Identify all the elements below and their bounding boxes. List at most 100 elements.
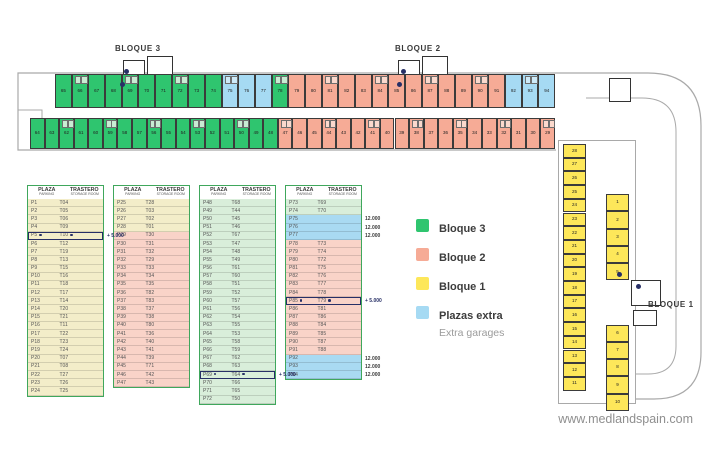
bullet-dot-icon — [242, 372, 245, 376]
plaza-cell: P61 — [203, 306, 212, 313]
parking-stall-39: 39 — [394, 118, 410, 149]
parking-stall-53: 53 — [190, 118, 205, 149]
stall-number: 30 — [530, 130, 536, 136]
plaza-cell: P37 — [117, 297, 126, 304]
header-title: PLAZA — [38, 186, 56, 193]
trastero-cell: T83 — [145, 297, 155, 304]
parking-stall-23: 23 — [563, 212, 586, 227]
trastero-cell: T20 — [59, 306, 69, 313]
trastero-cell: T48 — [231, 248, 241, 255]
plaza-cell: P85 — [286, 298, 318, 304]
stall-number: 61 — [78, 130, 84, 136]
stall-number: 28 — [571, 147, 577, 153]
parking-stall-17: 17 — [563, 294, 586, 309]
stall-number: 9 — [616, 381, 619, 387]
parking-stall-57: 57 — [132, 118, 147, 149]
legend-sublabel: Extra garages — [439, 327, 505, 339]
legend-label: Bloque 3 — [439, 223, 486, 235]
parking-stall-73: 73 — [188, 74, 206, 108]
table-row-P52: P52 T67 — [200, 231, 275, 240]
trastero-cell: T10 — [60, 232, 104, 238]
stall-number: 82 — [344, 87, 350, 93]
parking-stall-21: 21 — [563, 239, 586, 254]
price-note: 12.000 — [365, 371, 381, 378]
trastero-cell: T05 — [59, 207, 69, 214]
parking-stall-75: 75 — [221, 74, 239, 108]
parking-stall-92: 92 — [505, 74, 522, 108]
stall-number: 44 — [326, 130, 332, 136]
storage-box — [455, 120, 462, 128]
stall-number: 46 — [297, 130, 303, 136]
storage-box — [548, 120, 555, 128]
stall-number: 25 — [571, 188, 577, 194]
parking-stall-84: 84 — [371, 74, 389, 108]
table-row-P39: P39 T38 — [114, 313, 189, 322]
storage-box — [280, 120, 287, 128]
table-row-P76: P76 12.000 — [286, 223, 380, 232]
parking-stall-4: 4 — [606, 245, 629, 264]
trastero-cell: T60 — [231, 273, 241, 280]
header-cell: TRASTERO STORAGE ROOM — [152, 187, 190, 198]
parking-stall-68: 68 — [105, 74, 122, 108]
plaza-cell: P35 — [117, 281, 126, 288]
stall-number: 41 — [370, 130, 376, 136]
plaza-cell: P92 — [289, 355, 298, 362]
table-row-P63: P63 T55 — [200, 321, 275, 330]
plaza-cell: P51 — [203, 224, 212, 231]
table-row-P27: P27 T02 — [114, 215, 189, 224]
stall-number: 78 — [277, 87, 283, 93]
trastero-cell: T59 — [231, 346, 241, 353]
parking-stall-22: 22 — [563, 226, 586, 240]
trastero-cell: T81 — [317, 306, 327, 313]
stall-number: 3 — [616, 233, 619, 239]
parking-stall-69: 69 — [121, 74, 139, 108]
trastero-cell: T55 — [231, 322, 241, 329]
plaza-cell: P65 — [203, 338, 212, 345]
stall-number: 8 — [616, 364, 619, 370]
table-row-P77: P77 12.000 — [286, 231, 380, 240]
parking-stall-46: 46 — [292, 118, 308, 149]
storage-box — [424, 76, 432, 84]
trastero-cell: T15 — [59, 265, 69, 272]
parking-table-1: PLAZA PARKING TRASTERO STORAGE ROOM P1 T04 P2 T… — [27, 185, 124, 397]
trastero-cell: T23 — [59, 338, 69, 345]
table-row-P42: P42 T40 — [114, 338, 189, 347]
stall-number: 1 — [616, 199, 619, 205]
stall-number: 57 — [136, 130, 142, 136]
parking-stall-67: 67 — [88, 74, 105, 108]
stall-number: 79 — [294, 87, 300, 93]
stall-number: 67 — [94, 87, 100, 93]
plaza-cell: P8 — [31, 256, 38, 263]
stall-number: 85 — [394, 87, 400, 93]
parking-stall-93: 93 — [521, 74, 539, 108]
plaza-cell: P53 — [203, 240, 212, 247]
stall-number: 62 — [63, 130, 69, 136]
stall-number: 58 — [122, 130, 128, 136]
parking-stall-43: 43 — [336, 118, 351, 149]
parking-stall-66: 66 — [71, 74, 89, 108]
plaza-cell: P70 — [203, 379, 212, 386]
plaza-cell: P93 — [289, 363, 298, 370]
trastero-cell: T02 — [145, 215, 155, 222]
plaza-cell: P75 — [289, 215, 298, 222]
stall-number: 91 — [494, 87, 500, 93]
header-subtitle: PARKING — [125, 192, 141, 197]
parking-stall-90: 90 — [471, 74, 489, 108]
table-row-P81: P81 T75 — [286, 264, 361, 273]
bullet-dot-icon — [328, 299, 331, 302]
table-row-P60: P60 T57 — [200, 297, 275, 306]
plaza-cell: P24 — [31, 387, 40, 394]
table-row-P72: P72 T50 — [200, 395, 275, 404]
parking-stall-47: 47 — [277, 118, 293, 149]
stall-number: 7 — [616, 347, 619, 353]
stall-number: 52 — [209, 130, 215, 136]
trastero-cell: T86 — [317, 314, 327, 321]
trastero-cell: T43 — [145, 379, 155, 386]
trastero-cell: T34 — [145, 273, 155, 280]
header-cell: TRASTERO STORAGE ROOM — [66, 187, 104, 198]
trastero-cell: T12 — [59, 240, 69, 247]
stall-number: 2 — [616, 216, 619, 222]
parking-stall-88: 88 — [438, 74, 456, 108]
parking-stall-25: 25 — [563, 185, 586, 199]
trastero-cell: T28 — [145, 199, 155, 206]
